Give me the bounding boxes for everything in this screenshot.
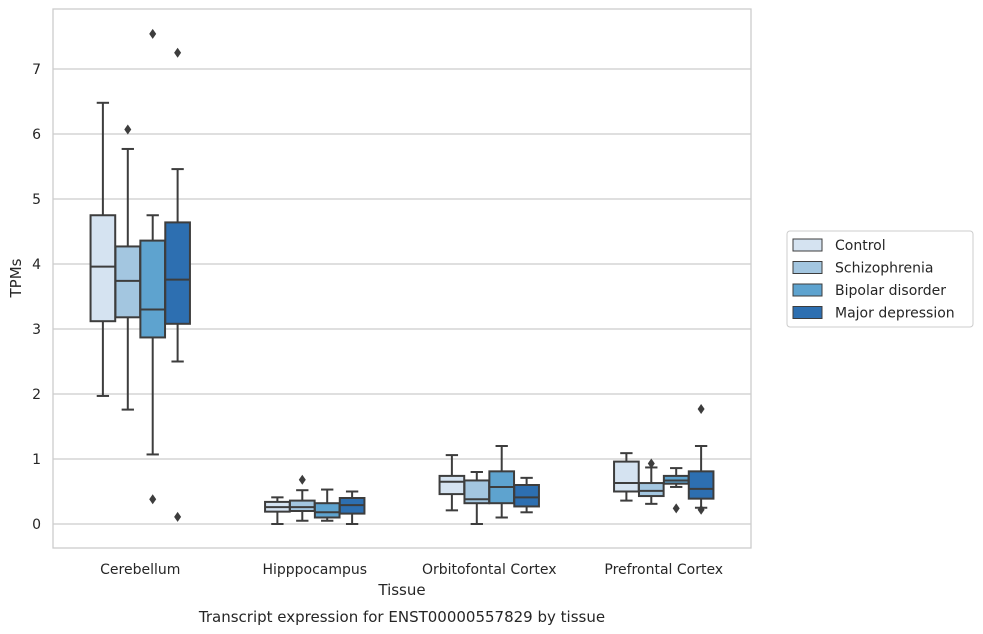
box-4-2 <box>637 458 665 505</box>
box-iqr <box>687 470 715 500</box>
legend-label-1: Control <box>835 238 886 254</box>
outlier-point-1 <box>174 511 182 522</box>
x-axis-label: Tissue <box>377 581 425 599</box>
y-tick-label-1: 1 <box>32 452 41 468</box>
box-iqr <box>164 221 191 325</box>
boxes <box>89 28 715 525</box>
outlier-point-2 <box>149 28 157 39</box>
outlier-point-1 <box>697 504 705 515</box>
box-iqr <box>89 214 117 323</box>
box-iqr <box>438 474 466 496</box>
y-tick-label-2: 2 <box>32 387 41 403</box>
legend-label-3: Bipolar disorder <box>835 283 946 299</box>
box-3-3 <box>488 445 516 519</box>
legend-swatch-1 <box>792 238 823 252</box>
box-1-4 <box>164 47 191 522</box>
outlier-point-1 <box>672 503 680 514</box>
box-4-1 <box>613 452 640 502</box>
box-3-1 <box>438 454 466 512</box>
box-2-3 <box>313 488 341 522</box>
box-iqr <box>513 484 540 508</box>
x-tick-label-1: Cerebellum <box>100 562 180 578</box>
legend-frame <box>786 230 974 328</box>
y-axis-label: TPMs <box>7 258 25 298</box>
legend-label-4: Major depression <box>835 306 955 322</box>
box-iqr <box>313 502 341 519</box>
box-3-4 <box>513 476 540 514</box>
x-tick-label-2: Hipppocampus <box>262 562 367 578</box>
outlier-point-2 <box>174 47 182 58</box>
y-tick-label-3: 3 <box>32 322 41 338</box>
box-1-1 <box>89 101 117 397</box>
legend-swatch-4 <box>792 306 823 319</box>
legend-label-2: Schizophrenia <box>835 261 933 277</box>
legend-swatch-2 <box>792 261 823 274</box>
outlier-point-1 <box>124 124 132 135</box>
outlier-point-2 <box>697 403 705 414</box>
y-tick-label-6: 6 <box>32 127 41 143</box>
grid-lines <box>53 68 751 525</box>
outlier-point-1 <box>298 474 306 485</box>
y-tick-label-5: 5 <box>32 192 41 208</box>
x-axis-ticks: Cerebellum Hipppocampus Orbitofontal Corte… <box>100 562 723 578</box>
y-tick-label-4: 4 <box>32 257 41 273</box>
box-iqr <box>613 460 640 493</box>
box-2-4 <box>338 490 366 525</box>
x-tick-label-3: Orbitofontal Cortex <box>422 562 557 578</box>
box-1-2 <box>114 124 142 411</box>
chart-caption: Transcript expression for ENST0000055782… <box>198 608 605 626</box>
y-tick-label-0: 0 <box>32 517 41 533</box>
plot-frame <box>52 8 752 549</box>
box-iqr <box>637 482 665 498</box>
y-axis-ticks: 0 1 2 3 4 5 6 7 <box>32 62 41 533</box>
box-iqr <box>288 499 316 513</box>
legend-swatch-3 <box>792 283 823 297</box>
outlier-point-1 <box>647 458 655 469</box>
outlier-point-1 <box>149 494 157 505</box>
y-tick-label-7: 7 <box>32 62 41 78</box>
box-iqr <box>139 239 167 339</box>
legend: Control Schizophrenia Bipolar disorder Majo… <box>786 230 974 328</box>
box-4-4 <box>687 403 715 515</box>
x-tick-label-4: Prefrontal Cortex <box>604 562 723 578</box>
